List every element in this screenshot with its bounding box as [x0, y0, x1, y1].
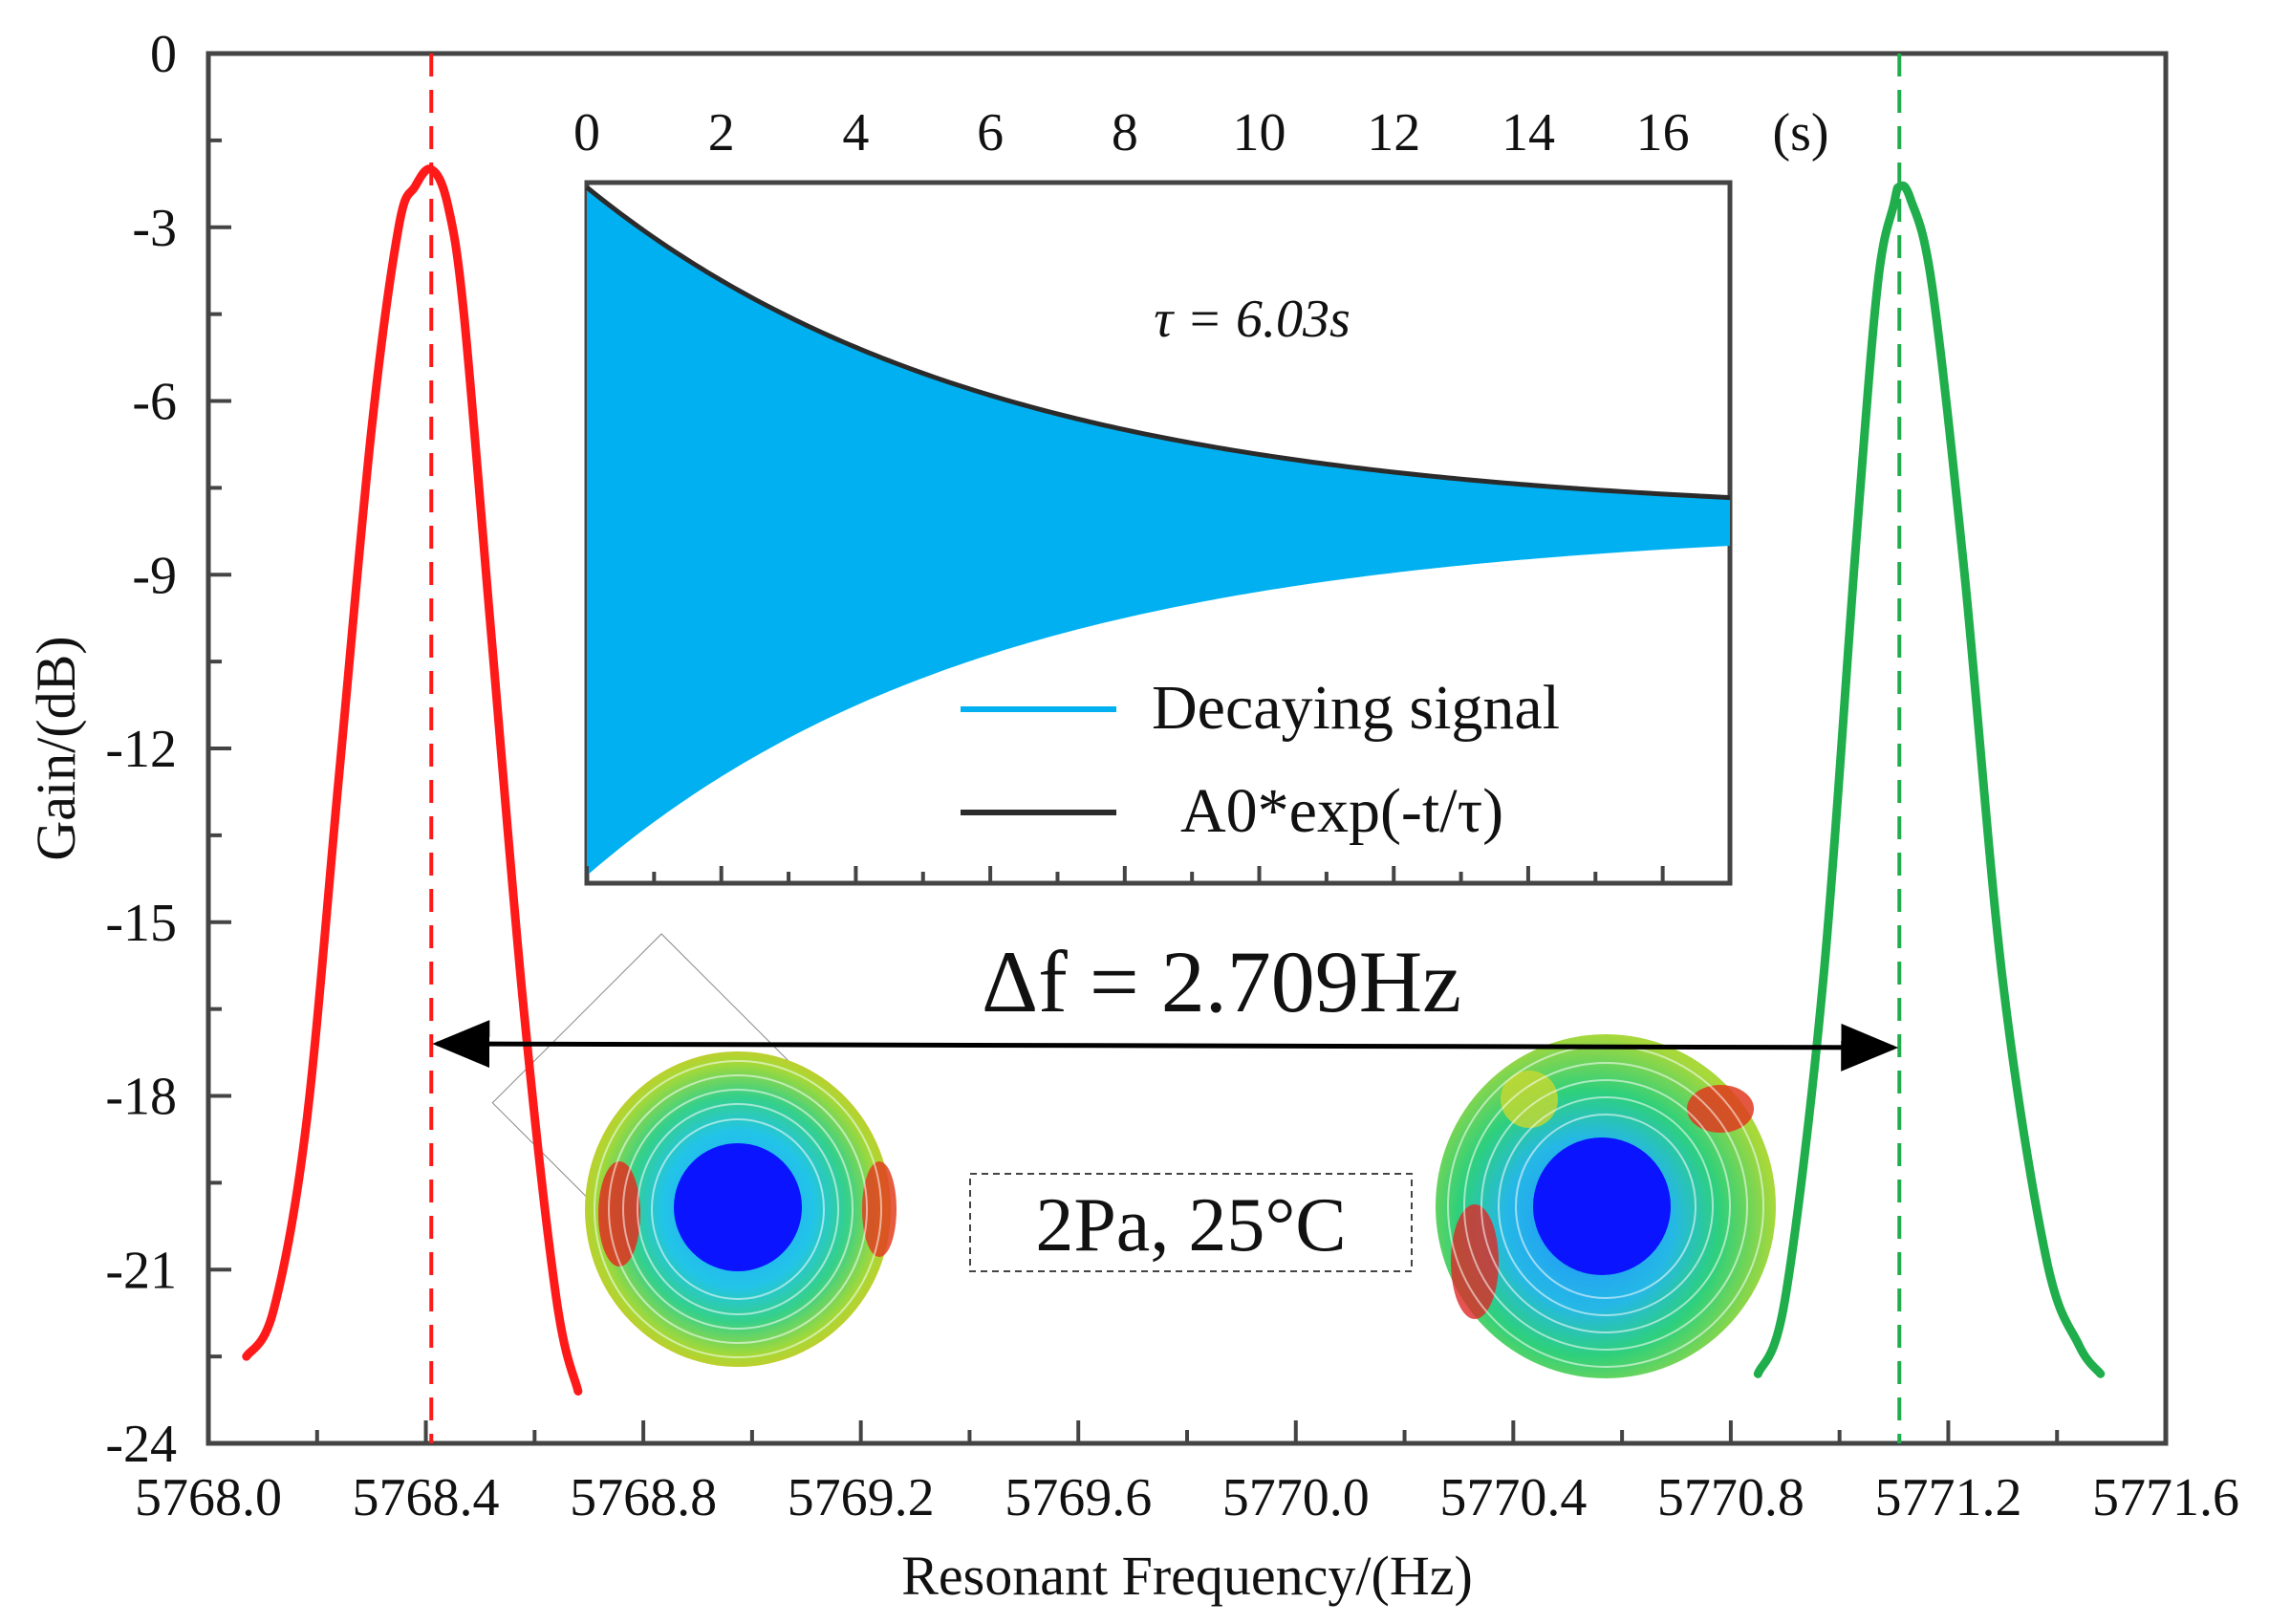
inset-x-tick-label: 4 [842, 103, 869, 162]
inset-x-tick-label: 10 [1233, 103, 1286, 162]
y-tick-label: -24 [105, 1415, 177, 1474]
x-tick-label: 5768.0 [135, 1468, 282, 1527]
x-tick-label: 5770.8 [1657, 1468, 1804, 1527]
x-axis-title: Resonant Frequency/(Hz) [901, 1545, 1473, 1607]
main-axis-ticks [206, 52, 2168, 1445]
x-tick-label: 5770.4 [1439, 1468, 1587, 1527]
condition-label-box [969, 1173, 1413, 1272]
main-y-tick-labels: 0 -3 -6 -9 -12 -15 -18 -21 -24 [105, 25, 177, 1474]
inset-x-tick-label: 14 [1502, 103, 1555, 162]
inset-decaying-signal-area [587, 187, 1730, 876]
inset-x-tick-label: 12 [1367, 103, 1420, 162]
y-tick-label: -21 [105, 1241, 177, 1300]
series-line-red [242, 164, 583, 1396]
x-tick-label: 5769.2 [788, 1468, 935, 1527]
inset-x-tick-label: 0 [573, 103, 600, 162]
series-line-green [1753, 181, 2106, 1378]
y-tick-label: -3 [132, 199, 177, 258]
main-x-tick-labels: 5768.0 5768.4 5768.8 5769.2 5769.6 5770.0 5770… [135, 1468, 2239, 1527]
y-tick-label: -15 [105, 894, 177, 953]
inset-x-tick-label: 8 [1112, 103, 1138, 162]
inset-exp-envelope-line [585, 185, 1731, 501]
y-tick-label: -9 [132, 546, 177, 605]
x-tick-label: 5769.6 [1005, 1468, 1152, 1527]
legend-label-envelope: A0*exp(-t/τ) [1180, 776, 1503, 846]
x-tick-label: 5768.8 [570, 1468, 717, 1527]
x-tick-label: 5770.0 [1222, 1468, 1370, 1527]
inset-x-unit: (s) [1772, 103, 1828, 162]
x-tick-label: 5771.6 [2092, 1468, 2239, 1527]
condition-label: 2Pa, 25°C [1035, 1183, 1346, 1267]
delta-f-arrow [432, 1020, 1899, 1072]
delta-f-label: Δf = 2.709Hz [982, 933, 1461, 1030]
mode-shape-left-image [491, 933, 897, 1367]
x-tick-label: 5768.4 [353, 1468, 500, 1527]
y-tick-label: -6 [132, 373, 177, 432]
inset-tau-label: τ = 6.03s [1154, 290, 1351, 349]
inset-axis-ticks [585, 866, 1665, 883]
y-tick-label: -18 [105, 1068, 177, 1127]
inset-x-tick-label: 6 [977, 103, 1004, 162]
mode-shape-right-image [1436, 1034, 1776, 1378]
inset-x-tick-label: 16 [1636, 103, 1690, 162]
legend-label-decaying-signal: Decaying signal [1152, 673, 1560, 743]
inset-x-tick-label: 2 [708, 103, 735, 162]
y-tick-label: 0 [150, 25, 177, 84]
inset-x-tick-labels: 0 2 4 6 8 10 12 14 16 [573, 103, 1690, 162]
y-tick-label: -12 [105, 720, 177, 779]
x-tick-label: 5771.2 [1874, 1468, 2021, 1527]
y-axis-title: Gain/(dB) [25, 636, 87, 860]
